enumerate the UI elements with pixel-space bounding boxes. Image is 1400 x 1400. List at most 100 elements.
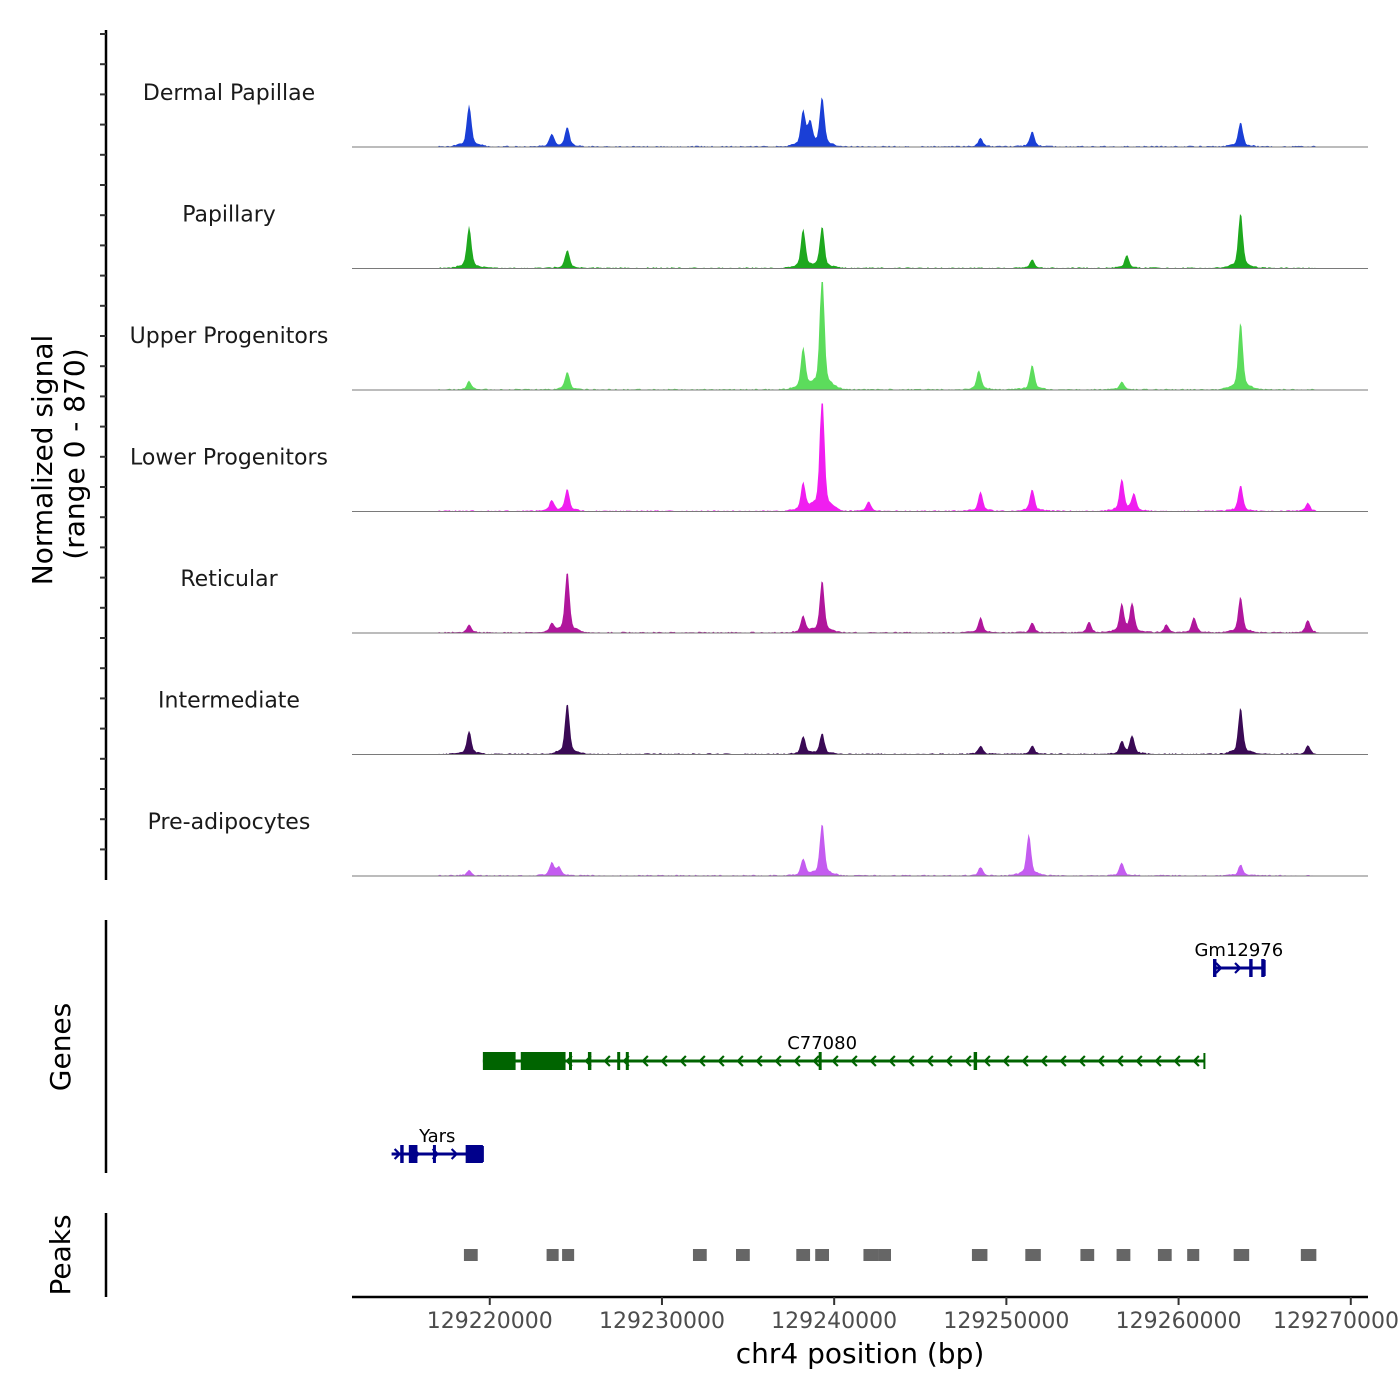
track-reticular: Reticular bbox=[180, 567, 1368, 634]
strand-arrow bbox=[1154, 1055, 1162, 1067]
gene-yars: Yars bbox=[391, 1126, 484, 1163]
strand-arrow bbox=[1021, 1055, 1029, 1067]
strand-arrow bbox=[983, 1055, 991, 1067]
strand-arrow bbox=[964, 1055, 972, 1067]
x-tick-label: 129250000 bbox=[943, 1309, 1069, 1334]
gene-exon bbox=[408, 1145, 418, 1163]
strand-arrow bbox=[1234, 962, 1242, 974]
gene-exon bbox=[587, 1052, 592, 1070]
gene-exon bbox=[520, 1052, 566, 1070]
strand-arrow bbox=[888, 1055, 896, 1067]
strand-arrow bbox=[869, 1055, 877, 1067]
gene-exon bbox=[465, 1145, 483, 1163]
gene-exon bbox=[1261, 959, 1265, 977]
coverage-area bbox=[352, 824, 1368, 876]
gene-exon bbox=[432, 1145, 436, 1163]
gene-gm12976: Gm12976 bbox=[1194, 940, 1283, 977]
track-lower-progenitors: Lower Progenitors bbox=[130, 403, 1368, 512]
peak-region bbox=[1116, 1249, 1131, 1261]
x-tick-label: 129270000 bbox=[1273, 1309, 1399, 1334]
track-label: Upper Progenitors bbox=[130, 324, 329, 349]
x-axis-title: chr4 position (bp) bbox=[736, 1337, 985, 1370]
coverage-tracks: Dermal Papillae Papillary Upper Progenitor… bbox=[130, 81, 1368, 877]
track-label: Reticular bbox=[180, 567, 278, 592]
strand-arrow bbox=[1192, 1055, 1200, 1067]
gene-exon bbox=[973, 1052, 978, 1070]
strand-arrow bbox=[812, 1055, 820, 1067]
peak-region bbox=[463, 1249, 478, 1261]
track-intermediate: Intermediate bbox=[158, 689, 1368, 755]
gene-exon bbox=[482, 1052, 516, 1070]
peak-region bbox=[562, 1249, 575, 1261]
gene-track: Gm12976 C77080 Yars bbox=[104, 920, 1283, 1173]
peak-region bbox=[1080, 1249, 1095, 1261]
gene-c77080: C77080 bbox=[482, 1033, 1206, 1070]
strand-arrow bbox=[679, 1055, 687, 1067]
y-axis-title-line1: Normalized signal bbox=[26, 335, 59, 586]
strand-arrow bbox=[1059, 1055, 1067, 1067]
coverage-area bbox=[352, 282, 1368, 390]
strand-arrow bbox=[698, 1055, 706, 1067]
gene-exon bbox=[1249, 959, 1253, 977]
strand-arrow bbox=[1002, 1055, 1010, 1067]
coverage-area bbox=[352, 573, 1368, 633]
gene-label: Gm12976 bbox=[1194, 940, 1283, 961]
coverage-area bbox=[352, 403, 1368, 512]
strand-arrow bbox=[945, 1055, 953, 1067]
strand-arrow bbox=[736, 1055, 744, 1067]
peak-region bbox=[1187, 1249, 1200, 1261]
peak-region bbox=[796, 1249, 811, 1261]
peak-region bbox=[878, 1249, 891, 1261]
peak-region bbox=[1300, 1249, 1317, 1261]
strand-arrow bbox=[1173, 1055, 1181, 1067]
strand-arrow bbox=[1135, 1055, 1143, 1067]
strand-arrow bbox=[603, 1055, 611, 1067]
gene-exon bbox=[568, 1052, 572, 1070]
track-label: Dermal Papillae bbox=[143, 81, 315, 106]
strand-arrow bbox=[717, 1055, 725, 1067]
track-label: Intermediate bbox=[158, 689, 300, 714]
strand-arrow bbox=[907, 1055, 915, 1067]
gene-exon bbox=[1213, 959, 1217, 977]
strand-arrow bbox=[831, 1055, 839, 1067]
gene-label: C77080 bbox=[787, 1033, 857, 1054]
peak-region bbox=[815, 1249, 830, 1261]
track-papillary: Papillary bbox=[182, 203, 1368, 269]
peak-region bbox=[1157, 1249, 1172, 1261]
gene-label: Yars bbox=[418, 1126, 455, 1147]
peak-region bbox=[1025, 1249, 1041, 1261]
strand-arrow bbox=[450, 1148, 459, 1160]
x-tick-label: 129230000 bbox=[599, 1309, 725, 1334]
track-label: Lower Progenitors bbox=[130, 446, 328, 471]
x-tick-label: 129240000 bbox=[771, 1309, 897, 1334]
strand-arrow bbox=[1215, 962, 1223, 974]
track-label: Pre-adipocytes bbox=[148, 810, 311, 835]
gene-exon bbox=[818, 1052, 822, 1070]
strand-arrow bbox=[660, 1055, 668, 1067]
x-tick-label: 129260000 bbox=[1116, 1309, 1242, 1334]
track-pre-adipocytes: Pre-adipocytes bbox=[148, 810, 1368, 877]
gene-exon bbox=[400, 1145, 404, 1163]
strand-arrow bbox=[393, 1148, 402, 1160]
strand-arrow bbox=[850, 1055, 858, 1067]
peak-region bbox=[1233, 1249, 1250, 1261]
gene-exon bbox=[625, 1052, 629, 1070]
strand-arrow bbox=[1078, 1055, 1086, 1067]
strand-arrow bbox=[774, 1055, 782, 1067]
y-axis-title-line2: (range 0 - 870) bbox=[58, 348, 91, 559]
strand-arrow bbox=[641, 1055, 649, 1067]
coverage-area bbox=[352, 704, 1368, 755]
peak-track bbox=[104, 1213, 1317, 1297]
peaks-track-title: Peaks bbox=[44, 1214, 77, 1295]
track-label: Papillary bbox=[182, 203, 276, 228]
strand-arrow bbox=[793, 1055, 801, 1067]
strand-arrow bbox=[1116, 1055, 1124, 1067]
peak-region bbox=[692, 1249, 707, 1261]
track-dermal-papillae: Dermal Papillae bbox=[143, 81, 1368, 148]
peak-region bbox=[736, 1249, 750, 1261]
coverage-area bbox=[352, 214, 1368, 269]
x-tick-label: 129220000 bbox=[427, 1309, 553, 1334]
strand-arrow bbox=[755, 1055, 763, 1067]
signal-y-axis bbox=[100, 30, 108, 880]
track-upper-progenitors: Upper Progenitors bbox=[130, 282, 1368, 391]
